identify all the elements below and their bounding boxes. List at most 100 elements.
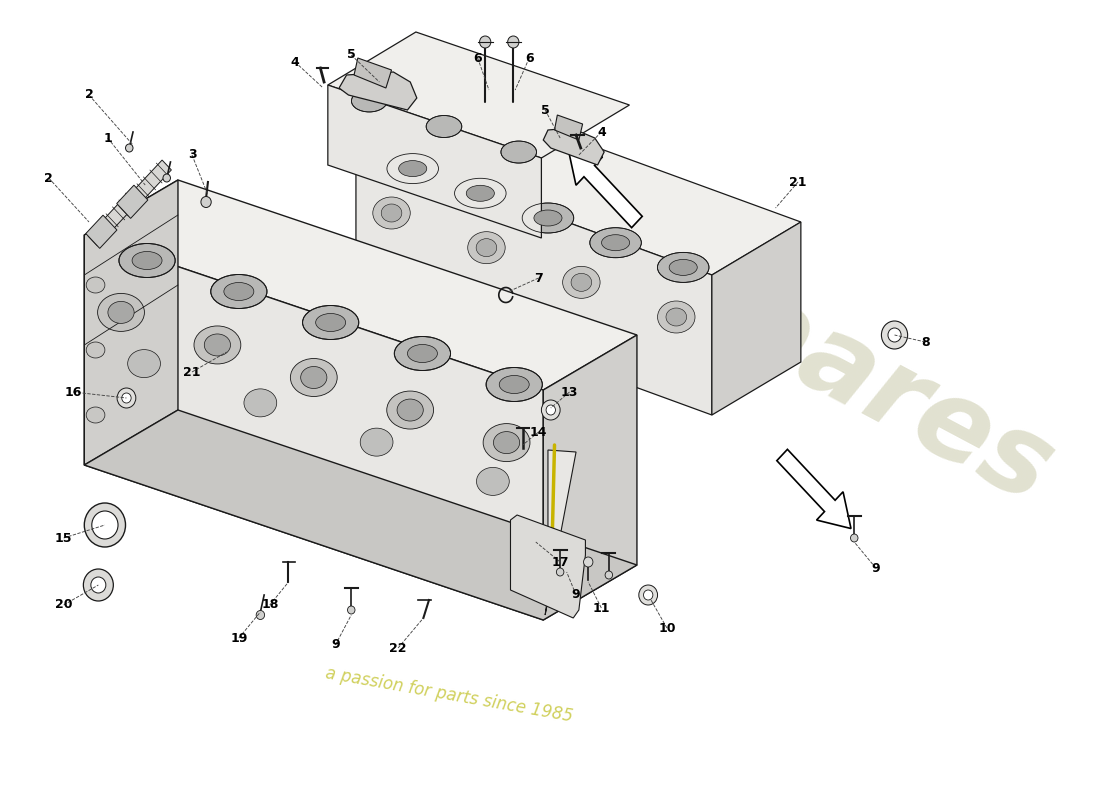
Circle shape bbox=[480, 36, 491, 48]
Ellipse shape bbox=[387, 391, 433, 429]
Text: 17: 17 bbox=[551, 555, 569, 569]
Ellipse shape bbox=[382, 204, 402, 222]
Circle shape bbox=[644, 590, 653, 600]
Ellipse shape bbox=[486, 367, 542, 402]
Ellipse shape bbox=[658, 301, 695, 333]
Circle shape bbox=[84, 569, 113, 601]
Polygon shape bbox=[328, 32, 629, 158]
Text: 5: 5 bbox=[541, 103, 550, 117]
Text: 4: 4 bbox=[597, 126, 606, 138]
Ellipse shape bbox=[454, 178, 506, 208]
Ellipse shape bbox=[128, 350, 161, 378]
Text: 13: 13 bbox=[561, 386, 579, 398]
Circle shape bbox=[639, 585, 658, 605]
Ellipse shape bbox=[602, 234, 629, 250]
Text: 3: 3 bbox=[188, 149, 196, 162]
Polygon shape bbox=[117, 185, 147, 218]
Ellipse shape bbox=[86, 342, 104, 358]
Ellipse shape bbox=[476, 238, 497, 257]
Text: 6: 6 bbox=[525, 51, 533, 65]
Ellipse shape bbox=[316, 314, 345, 331]
Circle shape bbox=[122, 393, 131, 403]
Text: 14: 14 bbox=[530, 426, 548, 438]
Ellipse shape bbox=[194, 326, 241, 364]
Text: 8: 8 bbox=[921, 335, 929, 349]
Ellipse shape bbox=[205, 334, 231, 356]
Ellipse shape bbox=[500, 141, 537, 163]
Ellipse shape bbox=[224, 282, 254, 301]
Circle shape bbox=[91, 577, 106, 593]
Polygon shape bbox=[119, 160, 172, 216]
Text: 15: 15 bbox=[55, 531, 73, 545]
Ellipse shape bbox=[302, 306, 359, 339]
Circle shape bbox=[91, 511, 118, 539]
Circle shape bbox=[850, 534, 858, 542]
Circle shape bbox=[125, 144, 133, 152]
Text: 10: 10 bbox=[658, 622, 675, 634]
Ellipse shape bbox=[119, 243, 175, 278]
Ellipse shape bbox=[108, 302, 134, 323]
Text: 20: 20 bbox=[55, 598, 73, 611]
Text: 19: 19 bbox=[230, 631, 248, 645]
Ellipse shape bbox=[86, 407, 104, 423]
Ellipse shape bbox=[522, 203, 574, 233]
Text: 5: 5 bbox=[346, 49, 355, 62]
Ellipse shape bbox=[373, 197, 410, 229]
Text: 21: 21 bbox=[184, 366, 201, 378]
Circle shape bbox=[583, 557, 593, 567]
Ellipse shape bbox=[483, 424, 530, 462]
Ellipse shape bbox=[397, 399, 424, 421]
Polygon shape bbox=[339, 72, 417, 110]
Ellipse shape bbox=[351, 90, 387, 112]
Ellipse shape bbox=[534, 210, 562, 226]
Text: 9: 9 bbox=[871, 562, 880, 574]
Ellipse shape bbox=[86, 277, 104, 293]
Polygon shape bbox=[777, 450, 851, 529]
Circle shape bbox=[256, 610, 265, 619]
Ellipse shape bbox=[290, 358, 338, 397]
Ellipse shape bbox=[407, 345, 438, 362]
Polygon shape bbox=[354, 58, 392, 88]
Text: 2: 2 bbox=[44, 171, 53, 185]
Text: spares: spares bbox=[652, 235, 1071, 525]
Ellipse shape bbox=[132, 251, 162, 270]
Text: 22: 22 bbox=[389, 642, 407, 654]
Polygon shape bbox=[568, 149, 642, 228]
Circle shape bbox=[85, 503, 125, 547]
Text: 9: 9 bbox=[331, 638, 340, 651]
Circle shape bbox=[348, 606, 355, 614]
Ellipse shape bbox=[387, 154, 439, 184]
Circle shape bbox=[557, 568, 564, 576]
Ellipse shape bbox=[571, 274, 592, 291]
Ellipse shape bbox=[244, 389, 277, 417]
Circle shape bbox=[541, 400, 560, 420]
Ellipse shape bbox=[562, 266, 601, 298]
Ellipse shape bbox=[590, 228, 641, 258]
Polygon shape bbox=[328, 85, 541, 238]
Text: 9: 9 bbox=[572, 589, 581, 602]
Text: 18: 18 bbox=[261, 598, 278, 611]
Ellipse shape bbox=[466, 186, 494, 202]
Text: a passion for parts since 1985: a passion for parts since 1985 bbox=[324, 664, 575, 726]
Ellipse shape bbox=[360, 428, 393, 456]
Text: 21: 21 bbox=[790, 175, 806, 189]
Polygon shape bbox=[356, 145, 712, 415]
Circle shape bbox=[117, 388, 135, 408]
Polygon shape bbox=[554, 115, 583, 140]
Polygon shape bbox=[356, 92, 801, 275]
Circle shape bbox=[605, 571, 613, 579]
Ellipse shape bbox=[211, 274, 267, 309]
Text: 1: 1 bbox=[103, 131, 112, 145]
Polygon shape bbox=[712, 222, 801, 415]
Polygon shape bbox=[86, 215, 117, 248]
Polygon shape bbox=[85, 410, 637, 620]
Ellipse shape bbox=[494, 432, 519, 454]
Circle shape bbox=[201, 197, 211, 207]
Text: 7: 7 bbox=[535, 271, 543, 285]
Polygon shape bbox=[543, 128, 604, 165]
Polygon shape bbox=[85, 180, 637, 390]
Ellipse shape bbox=[669, 259, 697, 275]
Polygon shape bbox=[546, 450, 576, 615]
Polygon shape bbox=[510, 515, 585, 618]
Circle shape bbox=[508, 36, 519, 48]
